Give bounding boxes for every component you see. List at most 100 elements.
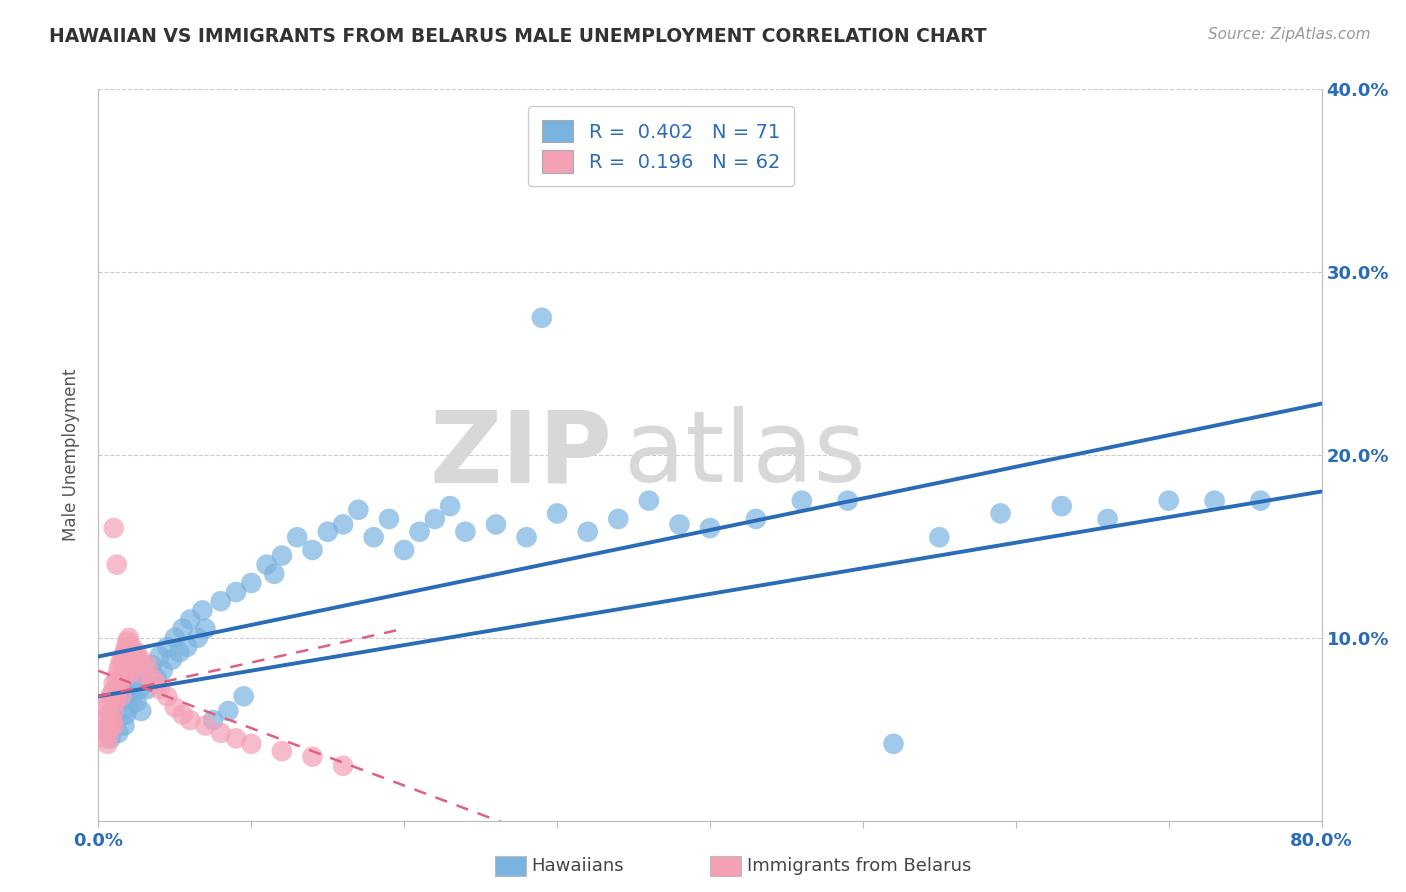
Point <box>115 707 138 722</box>
Point <box>232 690 254 704</box>
Point <box>209 726 232 740</box>
Point <box>152 664 174 678</box>
Point <box>332 517 354 532</box>
Point <box>423 512 446 526</box>
Text: Hawaiians: Hawaiians <box>531 857 624 875</box>
Point <box>191 603 214 617</box>
Point <box>129 704 152 718</box>
Point <box>332 758 354 772</box>
Point <box>256 558 278 572</box>
Point <box>124 649 146 664</box>
Point <box>118 700 141 714</box>
Point <box>111 667 134 681</box>
Point <box>108 676 131 690</box>
Point <box>105 713 128 727</box>
Point <box>110 695 132 709</box>
Point <box>485 517 508 532</box>
Y-axis label: Male Unemployment: Male Unemployment <box>62 368 80 541</box>
Point <box>100 731 122 746</box>
Point <box>94 723 117 737</box>
Point <box>1157 493 1180 508</box>
Point <box>179 613 201 627</box>
Point <box>100 718 122 732</box>
Point <box>105 690 128 704</box>
Point <box>301 543 323 558</box>
Point <box>94 731 117 746</box>
Point <box>141 658 163 673</box>
Point <box>112 645 135 659</box>
Point <box>118 686 141 700</box>
Point <box>668 517 690 532</box>
Point <box>1204 493 1226 508</box>
Point <box>145 671 167 685</box>
Point <box>112 718 135 732</box>
Point <box>141 671 163 685</box>
Point <box>439 499 461 513</box>
Point <box>105 558 128 572</box>
Point <box>104 695 127 709</box>
Point <box>699 521 721 535</box>
Point <box>101 713 124 727</box>
Point <box>98 726 121 740</box>
Point <box>217 704 239 718</box>
Point <box>301 749 323 764</box>
Point <box>637 493 661 508</box>
Point <box>121 640 143 654</box>
Point <box>179 713 201 727</box>
Point <box>225 731 247 746</box>
Point <box>110 690 132 704</box>
Point <box>104 681 127 696</box>
Point <box>240 737 263 751</box>
Point <box>97 737 120 751</box>
Point <box>392 543 416 558</box>
Point <box>240 576 263 591</box>
Point <box>546 507 568 521</box>
Point <box>202 713 225 727</box>
Point <box>128 681 150 696</box>
Text: Source: ZipAtlas.com: Source: ZipAtlas.com <box>1208 27 1371 42</box>
Point <box>745 512 768 526</box>
Point <box>285 530 308 544</box>
Point <box>156 690 179 704</box>
Point <box>454 524 477 539</box>
Point <box>270 549 292 563</box>
Point <box>103 704 125 718</box>
Text: atlas: atlas <box>624 407 866 503</box>
Point <box>117 634 139 648</box>
Point <box>103 521 125 535</box>
Point <box>1050 499 1073 513</box>
Point <box>122 653 145 667</box>
Point <box>378 512 401 526</box>
Point <box>125 695 148 709</box>
Point <box>194 622 217 636</box>
Point <box>134 667 156 681</box>
Point <box>118 631 141 645</box>
Point <box>172 707 194 722</box>
Point <box>98 695 121 709</box>
Point <box>115 658 138 673</box>
Point <box>194 718 217 732</box>
Point <box>408 524 430 539</box>
Point <box>103 718 125 732</box>
Legend: R =  0.402   N = 71, R =  0.196   N = 62: R = 0.402 N = 71, R = 0.196 N = 62 <box>529 106 794 186</box>
Point <box>149 649 172 664</box>
Point <box>136 681 159 696</box>
Point <box>115 640 138 654</box>
Point <box>107 726 129 740</box>
Point <box>225 585 247 599</box>
Point <box>160 653 183 667</box>
Point <box>136 658 159 673</box>
Point <box>124 676 146 690</box>
Bar <box>495 856 526 876</box>
Point <box>607 512 630 526</box>
Point <box>209 594 232 608</box>
Point <box>837 493 859 508</box>
Point <box>576 524 599 539</box>
Point <box>172 622 194 636</box>
Point <box>263 566 285 581</box>
Point <box>110 671 132 685</box>
Point <box>97 707 120 722</box>
Point <box>270 744 292 758</box>
Point <box>105 671 128 685</box>
Point <box>117 653 139 667</box>
